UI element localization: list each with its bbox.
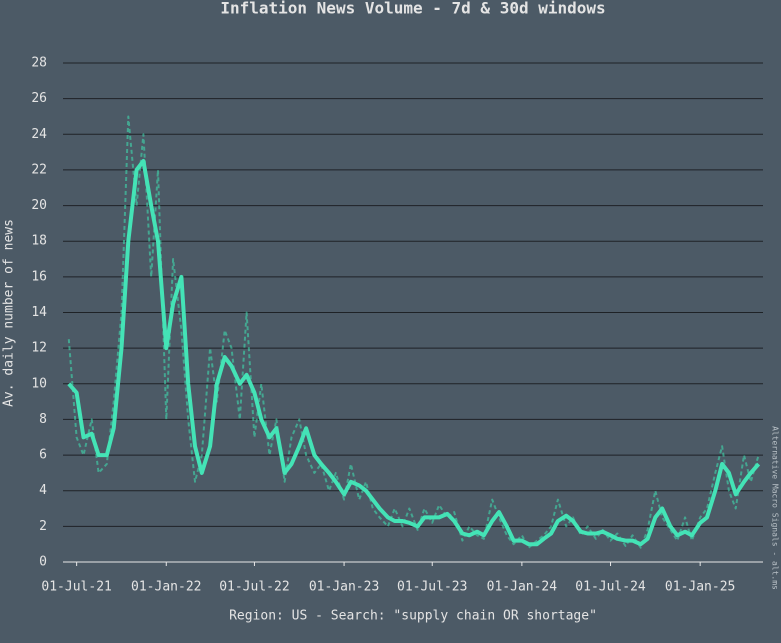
x-axis-label: Region: US - Search: "supply chain OR sh… <box>229 609 597 624</box>
chart-title: Inflation News Volume - 7d & 30d windows <box>220 0 605 18</box>
y-tick-label: 12 <box>31 341 47 356</box>
y-axis-label: Av. daily number of news <box>2 219 17 407</box>
y-tick-label: 8 <box>39 412 47 427</box>
line-7d <box>67 115 760 549</box>
y-tick-label: 2 <box>39 519 47 534</box>
y-tick-label: 14 <box>31 305 47 320</box>
y-tick-label: 18 <box>31 234 47 249</box>
x-tick-label: 01-Jul-21 <box>41 580 111 595</box>
y-tick-label: 26 <box>31 91 47 106</box>
x-tick-label: 01-Jan-24 <box>487 580 558 595</box>
y-tick-label: 6 <box>39 448 47 463</box>
y-tick-label: 4 <box>39 483 47 498</box>
watermark: Alternative Macro Signals - alt.ms <box>771 426 780 590</box>
x-tick-label: 01-Jan-25 <box>665 580 735 595</box>
y-tick-label: 24 <box>31 127 47 142</box>
y-tick-label: 16 <box>31 269 47 284</box>
y-tick-label: 10 <box>31 376 47 391</box>
x-tick-label: 01-Jan-23 <box>309 580 379 595</box>
x-tick-label: 01-Jul-24 <box>575 580 646 595</box>
line-30d <box>67 159 761 547</box>
x-tick-label: 01-Jan-22 <box>131 580 201 595</box>
y-tick-label: 22 <box>31 162 47 177</box>
x-tick-label: 01-Jul-23 <box>397 580 467 595</box>
y-tick-label: 20 <box>31 198 47 213</box>
y-tick-label: 28 <box>31 56 47 71</box>
y-tick-label: 0 <box>39 555 47 570</box>
x-tick-label: 01-Jul-22 <box>219 580 289 595</box>
